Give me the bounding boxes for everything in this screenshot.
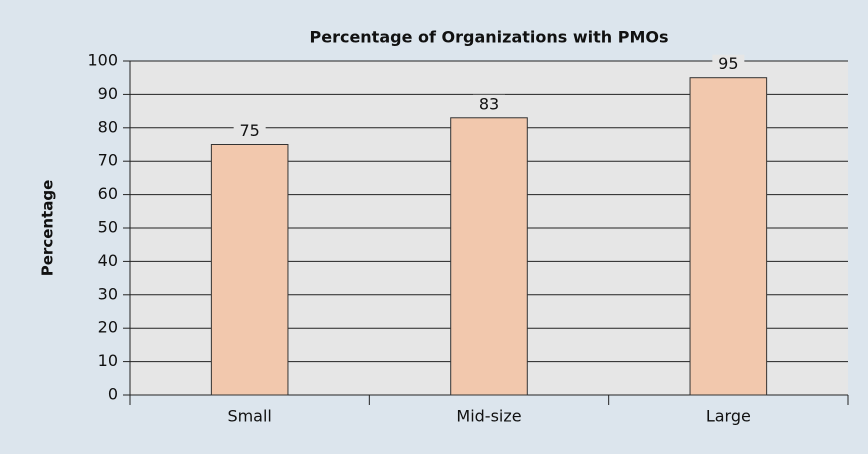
y-tick-label: 10 [98, 351, 118, 370]
bar [689, 77, 768, 396]
value-label-bg [473, 94, 505, 113]
y-tick-label: 80 [98, 117, 118, 136]
bar [450, 117, 528, 396]
y-tick-label: 70 [98, 151, 118, 170]
y-tick-label: 60 [98, 184, 118, 203]
y-tick-label: 90 [98, 84, 118, 103]
value-label-bg [712, 54, 745, 73]
value-label: 95 [718, 54, 738, 73]
value-label: 83 [479, 94, 499, 113]
chart-title: Percentage of Organizations with PMOs [309, 28, 668, 47]
y-tick-label: 40 [98, 251, 118, 270]
x-tick-label: Large [706, 407, 751, 426]
y-axis-label: Percentage [39, 180, 57, 277]
x-tick-label: Mid-size [456, 407, 521, 426]
y-tick-label: 50 [98, 218, 118, 237]
bar [210, 144, 289, 396]
y-tick-label: 20 [98, 318, 118, 337]
y-tick-label: 30 [98, 284, 118, 303]
y-tick-label: 0 [108, 385, 118, 404]
value-label: 75 [239, 121, 259, 140]
value-label-bg [233, 121, 266, 140]
x-tick-label: Small [227, 407, 271, 426]
y-tick-label: 100 [87, 51, 118, 70]
